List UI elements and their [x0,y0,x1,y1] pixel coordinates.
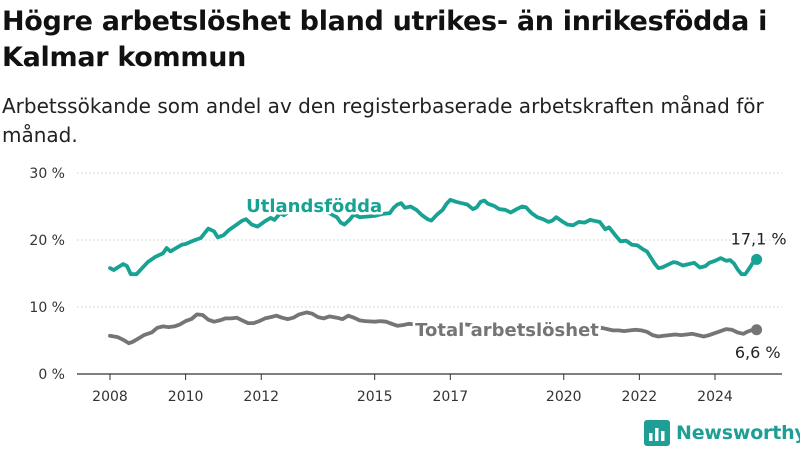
chart-subtitle: Arbetssökande som andel av den registerb… [2,94,764,147]
grid-lines [77,172,782,375]
series-labels: 17,1 % 6,6 % Utlandsfödda Total arbetslöshe… [244,193,787,362]
y-tick-label: 30 % [29,166,65,182]
x-tick-label: 2010 [168,389,204,405]
brand-logo: Newsworthy [644,418,800,448]
y-tick-label: 10 % [29,300,65,316]
series-lines [108,197,763,346]
x-tick-label: 2020 [546,389,582,405]
chart-title: Högre arbetslöshet bland utrikes- än inr… [2,6,768,73]
series-name-label: Utlandsfödda [246,196,382,217]
x-tick-label: 2008 [92,389,128,405]
end-point-marker [751,253,763,265]
brand-name: Newsworthy [676,422,800,444]
end-value-label: 6,6 % [735,343,781,362]
y-axis-ticks: 0 % 10 % 20 % 30 % [29,166,65,383]
x-tick-label: 2012 [243,389,279,405]
x-axis-ticks: 2008 2010 2012 2015 2017 2020 2022 2024 [92,374,733,405]
y-tick-label: 20 % [29,233,65,249]
x-tick-label: 2022 [622,389,658,405]
end-value-label: 17,1 % [731,229,787,248]
x-tick-label: 2015 [357,389,393,405]
y-tick-label: 0 % [38,367,65,383]
x-tick-label: 2017 [432,389,468,405]
x-tick-label: 2024 [697,389,733,405]
series-line-total [108,310,759,346]
series-name-label: Total arbetslöshet [415,320,599,341]
bar-chart-logo-icon [644,420,670,446]
end-point-marker [751,324,763,336]
series-line-utlandsfodda [108,197,759,277]
